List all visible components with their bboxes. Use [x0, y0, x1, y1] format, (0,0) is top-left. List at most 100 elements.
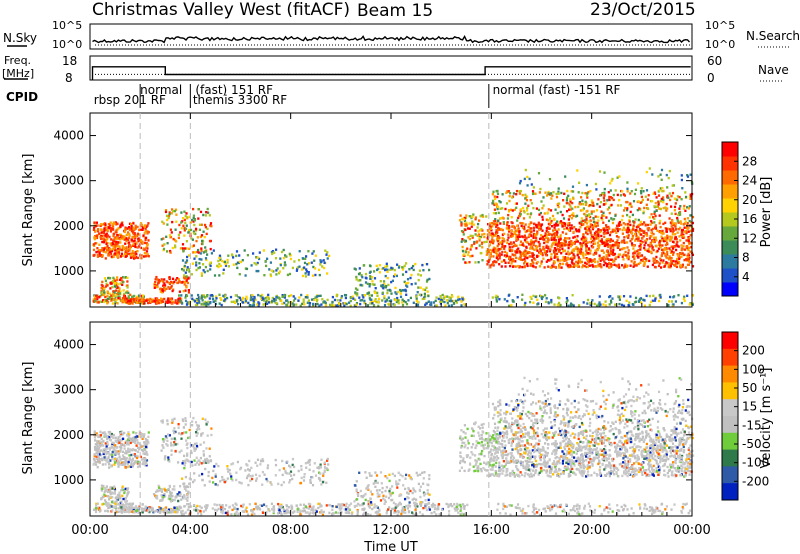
data-cell [302, 298, 305, 301]
data-cell [664, 263, 667, 266]
data-cell [665, 209, 668, 212]
data-cell [186, 452, 189, 455]
data-cell [202, 454, 205, 457]
data-cell [626, 208, 629, 212]
data-cell [660, 231, 663, 235]
data-cell [554, 239, 557, 242]
data-cell [251, 298, 254, 301]
data-cell [645, 259, 648, 263]
data-cell [658, 189, 661, 192]
data-cell [184, 214, 187, 218]
data-cell [481, 246, 484, 249]
data-cell [108, 495, 111, 499]
data-cell [140, 436, 143, 439]
data-cell [679, 252, 682, 255]
data-cell [477, 222, 480, 226]
data-cell [509, 192, 512, 195]
data-cell [124, 457, 127, 461]
data-cell [459, 214, 462, 217]
data-cell [206, 207, 209, 211]
data-cell [361, 299, 364, 302]
data-cell [399, 295, 403, 298]
data-cell [647, 227, 651, 230]
data-cell [530, 212, 533, 215]
data-cell [529, 295, 532, 299]
data-cell [556, 235, 559, 239]
data-cell [214, 299, 217, 303]
data-cell [683, 248, 687, 251]
data-cell [112, 253, 115, 256]
data-cell [176, 510, 179, 514]
data-cell [117, 234, 120, 237]
data-cell [571, 294, 574, 297]
data-cell [351, 295, 354, 298]
data-cell [95, 504, 98, 507]
data-cell [691, 227, 695, 231]
data-cell [108, 297, 111, 300]
data-cell [547, 238, 550, 241]
data-cell [507, 228, 510, 232]
data-cell [292, 295, 295, 298]
data-cell [331, 300, 334, 304]
data-cell [116, 493, 120, 497]
data-cell [139, 228, 142, 231]
data-cell [548, 259, 551, 262]
data-cell [496, 231, 499, 234]
data-cell [250, 296, 253, 299]
data-cell [117, 502, 120, 506]
data-cell [647, 250, 650, 253]
data-cell [573, 248, 576, 251]
data-cell [570, 265, 574, 268]
data-cell [164, 435, 167, 438]
data-cell [288, 252, 291, 256]
data-cell [687, 257, 690, 261]
data-cell [147, 255, 150, 258]
data-cell [178, 450, 181, 454]
data-cell [125, 254, 128, 258]
data-cell [525, 195, 529, 198]
data-cell [270, 251, 273, 254]
data-cell [202, 263, 205, 266]
data-cell [109, 224, 112, 227]
data-cell [125, 457, 128, 460]
data-cell [285, 299, 288, 302]
data-cell [121, 254, 124, 257]
data-cell [553, 235, 556, 238]
data-cell [557, 192, 560, 195]
data-cell [172, 508, 175, 512]
data-cell [104, 234, 107, 237]
data-cell [136, 234, 139, 237]
data-cell [178, 223, 181, 227]
data-cell [112, 433, 116, 437]
data-cell [646, 234, 649, 237]
data-cell [114, 505, 117, 508]
data-cell [586, 298, 590, 302]
data-cell [602, 251, 606, 254]
data-cell [585, 241, 588, 245]
data-cell [180, 221, 183, 224]
data-cell [136, 439, 139, 442]
data-cell [688, 205, 691, 208]
data-cell [93, 244, 96, 247]
data-cell [116, 253, 120, 256]
data-cell [122, 504, 125, 507]
data-cell [123, 504, 126, 507]
data-cell [121, 301, 124, 304]
data-cell [677, 228, 680, 231]
data-cell [542, 204, 545, 207]
data-cell [671, 220, 674, 223]
data-cell [566, 189, 569, 193]
data-cell [282, 267, 285, 270]
data-cell [143, 232, 146, 235]
data-cell [558, 297, 561, 300]
data-cell [104, 502, 108, 506]
data-cell [671, 247, 675, 250]
data-cell [144, 227, 147, 230]
data-cell [168, 299, 171, 302]
data-cell [185, 247, 188, 250]
data-cell [637, 200, 640, 203]
data-cell [99, 224, 102, 228]
data-cell [123, 230, 126, 234]
data-cell [594, 221, 597, 224]
data-cell [500, 260, 503, 263]
